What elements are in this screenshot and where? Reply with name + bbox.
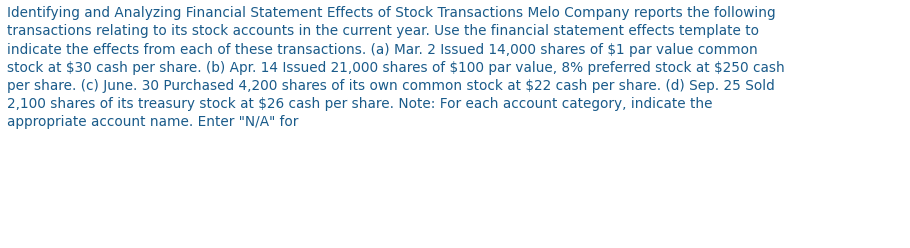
Text: Identifying and Analyzing Financial Statement Effects of Stock Transactions Melo: Identifying and Analyzing Financial Stat… [7,6,785,129]
